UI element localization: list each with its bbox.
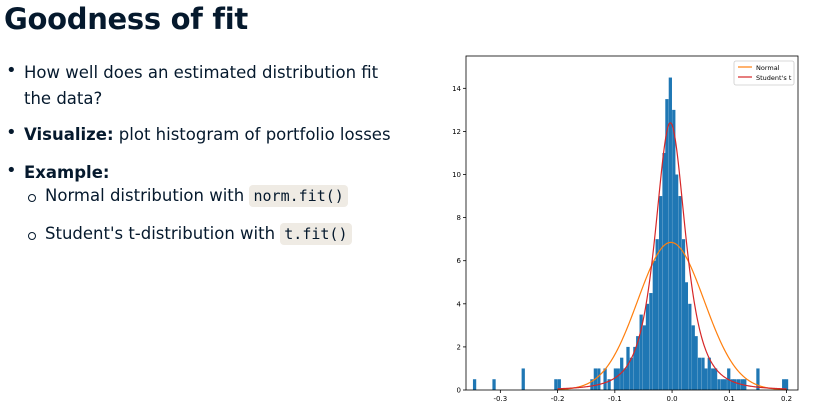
histogram-bar [645,303,650,390]
histogram-bar [636,336,640,390]
histogram-bar [642,325,647,390]
histogram-bar [557,379,561,390]
bullet-dot: • [6,60,17,81]
y-tick-label: 10 [452,171,461,179]
histogram-bar [782,379,786,390]
histogram-bar [658,196,663,390]
histogram-bar [620,357,624,390]
histogram-bar [675,174,679,390]
x-tick-label: 0.1 [724,395,735,403]
histogram-bar [639,314,643,390]
bullet-dot: • [6,122,17,143]
histogram-bar [662,152,666,390]
y-tick-label: 2 [457,343,461,351]
histogram-bar [713,368,718,390]
histogram-bar [720,379,725,390]
histogram-bar [701,357,705,390]
sub-bullet-1: Normal distribution with norm.fit() [45,185,348,207]
histogram-bar [704,368,708,390]
x-tick-label: -0.3 [494,395,508,403]
histogram-bar [672,109,676,390]
sub-bullet-1-text: Normal distribution with [45,186,250,205]
histogram-bar [616,368,620,390]
histogram-bar [649,293,653,390]
histogram-bar [736,379,741,390]
histogram-bar [607,379,611,390]
slide-title: Goodness of fit [4,2,248,36]
y-tick-label: 6 [457,257,462,265]
x-tick-label: 0.0 [666,395,677,403]
histogram-bar [590,379,594,390]
histogram-bar [629,357,634,390]
histogram-bar [665,99,669,390]
histogram-bar [623,368,627,390]
sub-bullet-2: Student's t-distribution with t.fit() [45,223,352,245]
histogram-bar [733,379,737,390]
histogram-bar [697,357,702,390]
histogram-bar [717,379,721,390]
bullet-1-line1: How well does an estimated distribution … [24,63,379,82]
legend-label: Normal [756,64,780,72]
histogram-bar [626,346,630,390]
code-t-fit: t.fit() [280,223,352,245]
histogram-bar [784,379,789,390]
sub-bullet-circle [28,194,36,202]
histogram-bar [756,368,760,390]
histogram-chart: 0 2 4 6 8 10 12 14 -0.3 -0.2 -0.1 0.0 0.1 0.2 Normal St… [452,55,799,403]
bullet-1: How well does an estimated distribution … [24,60,378,112]
histogram-bar [633,346,637,390]
histogram-bar [688,303,692,390]
bullet-dot: • [6,160,17,181]
y-tick-label: 12 [452,128,461,136]
histogram-bar [492,379,496,390]
histogram-bar [684,282,689,390]
histogram-bar [678,196,682,390]
bullet-2-bold: Visualize: [24,125,114,144]
plot-frame [465,55,799,391]
histogram-bar [652,260,656,390]
histogram-bar [597,368,601,390]
histogram-bar [521,368,525,390]
x-tick-label: -0.1 [608,395,622,403]
y-tick-label: 0 [457,387,461,395]
histogram-bar [681,239,686,390]
histogram-bar [554,379,558,390]
histogram-bar [711,368,715,390]
histogram-bar [613,368,618,390]
bullet-3-bold: Example: [24,163,110,182]
histogram-bar [603,368,607,390]
student-t-fit-line [557,122,787,390]
y-tick-label: 4 [457,300,462,308]
bullet-2-text: plot histogram of portfolio losses [113,125,391,144]
sub-bullet-circle [28,232,36,240]
y-tick-label: 14 [452,85,461,93]
bullet-2: Visualize: plot histogram of portfolio l… [24,122,391,148]
y-tick-label: 8 [457,214,461,222]
histogram-bar [694,336,698,390]
histogram-bar [472,379,477,390]
histogram-bar [655,239,659,390]
normal-fit-line [557,241,787,391]
histogram-bar [723,379,727,390]
code-norm-fit: norm.fit() [249,185,348,207]
bullet-1-line2: the data? [24,89,103,108]
histogram-bar [707,357,711,390]
histogram-bar [668,77,672,390]
legend-label: Student's t [756,74,792,82]
sub-bullet-2-text: Student's t-distribution with [45,224,281,243]
x-tick-label: -0.2 [551,395,565,403]
histogram-bar [691,325,695,390]
bullet-3: Example: [24,160,110,186]
x-tick-label: 0.2 [781,395,792,403]
histogram-bar [730,379,734,390]
